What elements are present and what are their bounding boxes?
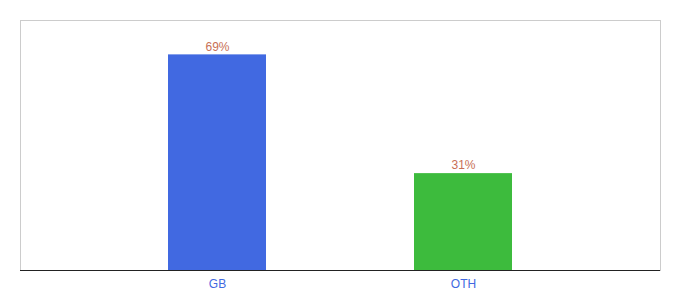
svg-text:GB: GB — [209, 277, 226, 291]
svg-text:31%: 31% — [451, 158, 475, 172]
svg-text:OTH: OTH — [451, 277, 476, 291]
svg-text:69%: 69% — [205, 40, 229, 54]
